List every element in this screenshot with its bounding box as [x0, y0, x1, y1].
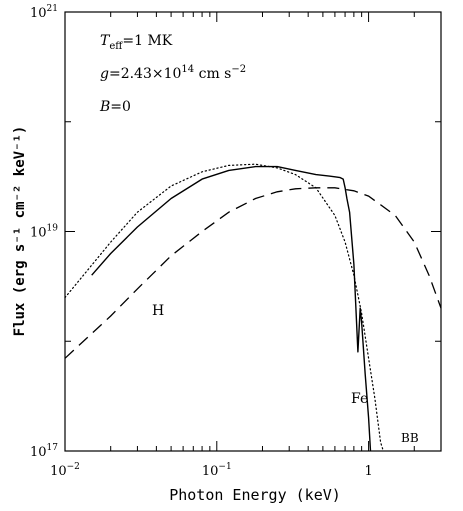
axis-ticks	[64, 11, 442, 452]
teff-annotation: Teff=1 MK	[100, 33, 173, 52]
x-tick-label: 10−2	[50, 462, 80, 479]
gravity-annotation: g=2.43×1014 cm s−2	[100, 64, 246, 82]
series-label-fe: Fe	[351, 391, 368, 407]
series-label-h: H	[152, 303, 164, 319]
series-bb-line	[64, 163, 384, 452]
field-annotation: B=0	[99, 99, 131, 115]
x-tick-label: 1	[364, 464, 372, 479]
x-axis-label: Photon Energy (keV)	[169, 486, 341, 504]
series-fe-line	[91, 165, 372, 452]
y-axis-label: Flux (erg s⁻¹ cm⁻² keV⁻¹)	[12, 126, 28, 337]
tick-labels: 10−2 10−1 1 1017 1019 1021	[30, 4, 373, 479]
x-tick-label: 10−1	[202, 462, 232, 479]
y-tick-label: 1019	[30, 224, 58, 241]
series-h-line	[64, 187, 442, 359]
series-layer	[64, 163, 442, 452]
series-label-bb: BB	[401, 431, 419, 445]
y-tick-label: 1021	[30, 4, 58, 21]
y-tick-label: 1017	[30, 443, 58, 460]
